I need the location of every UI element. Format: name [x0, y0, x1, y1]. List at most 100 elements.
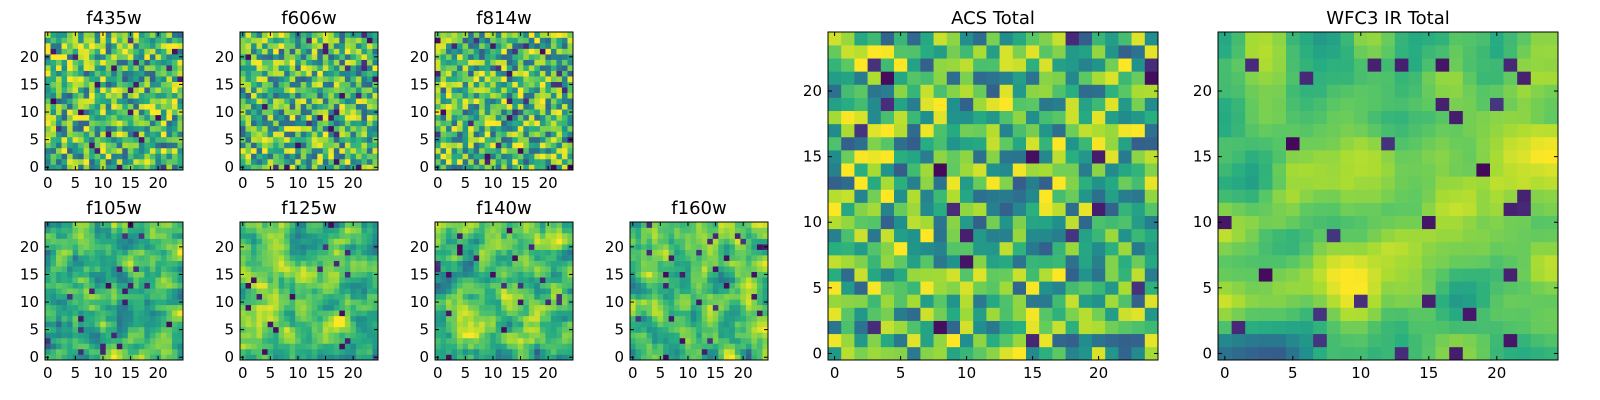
heatmap-cell: [550, 114, 557, 121]
heatmap-cell: [166, 260, 173, 267]
heatmap-cell: [61, 76, 68, 82]
heatmap-cell: [311, 125, 318, 132]
heatmap-cell: [561, 266, 568, 272]
heatmap-cell: [740, 315, 747, 322]
heatmap-cell: [111, 315, 118, 322]
heatmap-cell: [78, 222, 84, 228]
heatmap-cell: [484, 288, 491, 295]
heatmap-cell: [696, 310, 703, 317]
heatmap-cell: [446, 164, 452, 171]
heatmap-cell: [495, 81, 502, 88]
heatmap-cell: [322, 158, 329, 165]
heatmap-cell: [160, 304, 167, 311]
heatmap-cell: [72, 233, 79, 239]
heatmap-cell: [567, 321, 574, 328]
heatmap-cell: [355, 348, 362, 355]
heatmap-cell: [534, 282, 541, 289]
heatmap-cell: [641, 260, 647, 267]
heatmap-cell: [171, 293, 178, 300]
heatmap-cell: [89, 142, 95, 149]
heatmap-cell: [339, 125, 346, 132]
heatmap-cell: [723, 249, 730, 256]
heatmap-cell: [267, 227, 274, 234]
heatmap-cell: [355, 326, 362, 333]
heatmap-cell: [300, 120, 307, 127]
heatmap-cell: [177, 98, 184, 105]
heatmap-cell: [245, 299, 252, 306]
heatmap-cell: [451, 260, 458, 267]
heatmap-cell: [567, 65, 574, 71]
heatmap-cell: [712, 255, 719, 261]
heatmap-cell: [828, 163, 842, 177]
heatmap-cell: [295, 271, 302, 278]
heatmap-cell: [45, 288, 51, 295]
heatmap-cell: [561, 48, 568, 55]
heatmap-cell: [517, 315, 524, 322]
heatmap-cell: [127, 255, 134, 261]
heatmap-cell: [311, 103, 318, 110]
heatmap-cell: [245, 244, 252, 250]
heatmap-cell: [539, 48, 546, 55]
heatmap-cell: [306, 354, 313, 361]
heatmap-cell: [138, 158, 145, 165]
heatmap-cell: [652, 293, 658, 300]
heatmap-cell: [133, 114, 140, 121]
heatmap-cell: [133, 282, 140, 289]
heatmap-cell: [45, 238, 51, 245]
heatmap-cell: [685, 260, 692, 267]
heatmap-cell: [567, 48, 574, 55]
heatmap-cell: [355, 76, 362, 82]
heatmap-cell: [366, 315, 373, 322]
heatmap-cell: [311, 310, 318, 317]
heatmap-cell: [160, 332, 167, 339]
heatmap-cell: [657, 348, 664, 355]
heatmap-cell: [177, 32, 184, 38]
heatmap-cell: [251, 120, 257, 127]
heatmap-cell: [339, 271, 346, 278]
heatmap-cell: [1026, 268, 1040, 282]
heatmap-cell: [457, 114, 463, 121]
heatmap-cell: [539, 81, 546, 88]
heatmap-cell: [729, 326, 736, 333]
heatmap-cell: [446, 120, 452, 127]
heatmap-cell: [300, 227, 307, 234]
heatmap-cell: [111, 114, 118, 121]
heatmap-cell: [690, 260, 697, 267]
heatmap-cell: [127, 136, 134, 143]
heatmap-cell: [278, 32, 285, 38]
heatmap-cell: [116, 299, 123, 306]
heatmap-cell: [61, 37, 68, 44]
heatmap-cell: [355, 114, 362, 121]
heatmap-cell: [1039, 307, 1053, 321]
heatmap-cell: [111, 131, 118, 138]
heatmap-cell: [361, 343, 368, 350]
heatmap-cell: [528, 54, 535, 60]
heatmap-cell: [451, 222, 458, 228]
heatmap-cell: [311, 48, 318, 55]
heatmap-cell: [685, 249, 692, 256]
heatmap-cell: [50, 260, 57, 267]
heatmap-cell: [278, 304, 285, 311]
heatmap-cell: [550, 142, 557, 149]
heatmap-cell: [61, 315, 68, 322]
heatmap-cell: [372, 282, 379, 289]
heatmap-cell: [138, 43, 145, 49]
heatmap-cell: [300, 136, 307, 143]
heatmap-cell: [512, 260, 519, 267]
heatmap-cell: [523, 48, 530, 55]
heatmap-cell: [339, 147, 346, 154]
heatmap-cell: [960, 307, 974, 321]
heatmap-cell: [907, 150, 921, 164]
heatmap-cell: [545, 249, 552, 256]
heatmap-cell: [138, 131, 145, 138]
heatmap-cell: [284, 238, 290, 245]
heatmap-cell: [446, 125, 452, 132]
heatmap-cell: [45, 321, 51, 328]
heatmap-cell: [295, 81, 302, 88]
heatmap-cell: [1131, 176, 1146, 190]
heatmap-cell: [262, 310, 268, 317]
y-tick-label: 0: [614, 348, 624, 366]
heatmap-cell: [61, 337, 68, 344]
heatmap-cell: [166, 48, 173, 55]
heatmap-cell: [495, 304, 502, 311]
